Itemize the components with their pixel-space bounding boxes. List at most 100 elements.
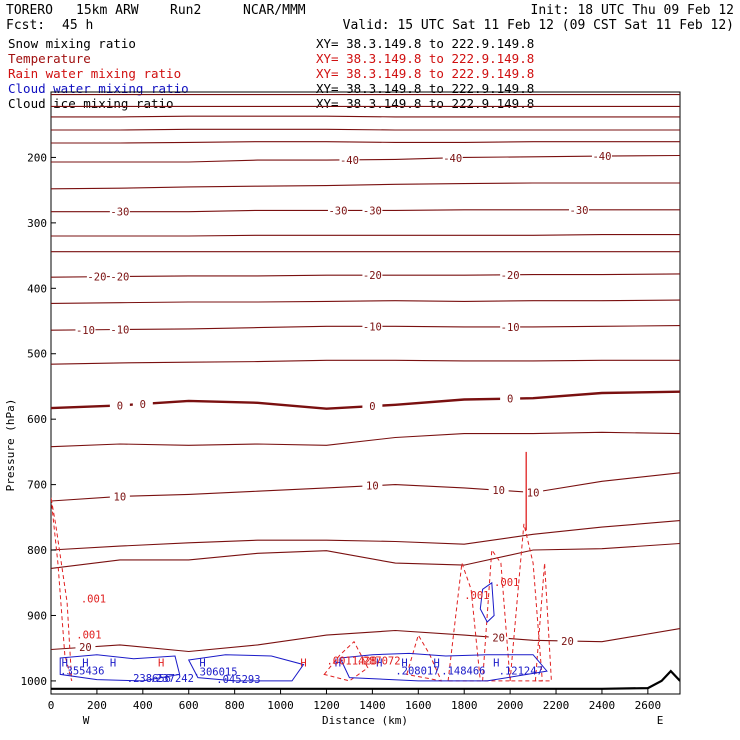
isotherm-label-bg	[362, 400, 383, 412]
isotherm-label-bg	[500, 320, 521, 332]
y-tick-label: 900	[27, 609, 47, 622]
isotherm-line	[51, 209, 680, 213]
fcst-hours: 45 h	[62, 18, 93, 33]
x-tick-label: 1800	[451, 699, 478, 712]
isotherm-label: 0	[369, 401, 375, 413]
contour-value-label: .355436	[60, 665, 104, 677]
contour-value-label: .121247	[499, 665, 543, 677]
isotherm-label-bg	[362, 204, 383, 216]
max-marker: H	[376, 658, 382, 670]
isotherm-line	[51, 325, 680, 331]
x-tick-label: 1400	[359, 699, 386, 712]
isotherm-label-bg	[109, 205, 130, 217]
isotherm-line	[51, 628, 680, 653]
max-marker: H	[82, 658, 88, 670]
y-tick-label: 600	[27, 413, 47, 426]
isotherm-label: -30	[363, 205, 382, 217]
isotherm-line	[51, 182, 680, 190]
x-tick-label: 2200	[543, 699, 570, 712]
rain-contour	[323, 640, 369, 682]
x-tick-label: 2600	[635, 699, 662, 712]
valid-time: Valid: 15 UTC Sat 11 Feb 12 (09 CST Sat …	[343, 18, 734, 33]
isotherm-label: -40	[592, 151, 611, 163]
isotherm-line	[51, 115, 680, 118]
legend-entry: Rain water mixing ratio	[8, 66, 181, 81]
isotherm-label-bg	[500, 392, 521, 404]
isotherm-label-bg	[109, 270, 130, 282]
isotherm-label-bg	[109, 490, 130, 502]
fcst-label: Fcst:	[6, 18, 45, 33]
run-label: Run2	[170, 3, 201, 18]
isotherm-line	[51, 431, 680, 448]
isotherm-label: -30	[110, 207, 129, 219]
isotherm-label: -20	[363, 270, 382, 282]
isotherm-label: -40	[443, 153, 462, 165]
contour-value-label: .001	[494, 577, 519, 589]
y-tick-label: 1000	[21, 675, 48, 688]
y-tick-label: 300	[27, 217, 47, 230]
isotherm-label-bg	[362, 269, 383, 281]
isotherm-line	[51, 520, 680, 551]
rain-contour	[482, 548, 511, 682]
max-marker: H	[158, 658, 164, 670]
isotherm-label: -10	[501, 322, 520, 334]
isotherm-line	[51, 472, 680, 502]
isotherm-label: -30	[328, 205, 347, 217]
isotherm-line	[51, 154, 680, 163]
legend-entry: Cloud ice mixing ratio	[8, 96, 174, 111]
isotherm-label-bg	[327, 204, 348, 216]
isotherm-label: 0	[117, 400, 123, 412]
isotherm-label-bg	[109, 323, 130, 335]
plot-area: -40 -40 -40 -30 -30 -30 -30 -20 -20 -20 -20 -10 -10 -…	[21, 91, 681, 712]
center-label: NCAR/MMM	[243, 3, 306, 18]
x-tick-label: 2400	[589, 699, 616, 712]
isotherm-label: 20	[561, 636, 574, 648]
isotherm-label: 20	[492, 633, 505, 645]
legend-xy: XY= 38.3.149.8 to 222.9.149.8	[316, 36, 534, 51]
y-tick-label: 700	[27, 479, 47, 492]
isotherm-label-bg	[591, 150, 612, 162]
legend-xy: XY= 38.3.149.8 to 222.9.149.8	[316, 66, 534, 81]
east-label: E	[657, 714, 664, 727]
legend-entry: Temperature	[8, 51, 91, 66]
max-marker: H	[493, 658, 499, 670]
x-tick-label: 800	[225, 699, 245, 712]
isotherm-label: -20	[501, 270, 520, 282]
legend-entry: Snow mixing ratio	[8, 36, 136, 51]
y-tick-label: 500	[27, 348, 47, 361]
max-marker: H	[335, 658, 341, 670]
isotherm-line	[51, 542, 680, 569]
isotherm-label-bg	[523, 486, 544, 498]
cloud-water-contour	[187, 654, 305, 682]
isotherm-label: 0	[140, 399, 146, 411]
isotherm-label: -10	[76, 325, 95, 337]
model-resolution: 15km ARW	[76, 3, 139, 18]
x-tick-label: 1200	[313, 699, 340, 712]
x-tick-label: 600	[179, 699, 199, 712]
west-label: W	[83, 714, 90, 727]
max-marker: H	[434, 658, 440, 670]
y-tick-label: 200	[27, 151, 47, 164]
isotherm-line	[51, 273, 680, 278]
legend-xy: XY= 38.3.149.8 to 222.9.149.8	[316, 81, 534, 96]
contour-value-label: .045293	[216, 674, 260, 686]
isotherm-label-bg	[488, 631, 509, 643]
max-marker: H	[110, 658, 116, 670]
legend: Snow mixing ratio XY= 38.3.149.8 to 222.9…	[8, 36, 534, 111]
contour-value-label: .0011428	[326, 656, 377, 668]
isotherm-line	[51, 390, 680, 410]
isotherm-label-bg	[362, 320, 383, 332]
cloud-water-contour	[339, 652, 548, 682]
isotherm-label-bg	[500, 268, 521, 280]
isotherm-label: -20	[87, 272, 106, 284]
contour-value-label: .001	[81, 593, 106, 605]
y-tick-label: 800	[27, 544, 47, 557]
contour-value-label: .001	[464, 590, 489, 602]
isotherm-label: -10	[110, 325, 129, 337]
isotherm-line	[51, 141, 680, 144]
init-time: Init: 18 UTC Thu 09 Feb 12	[531, 3, 735, 18]
contour-value-label: .287072	[356, 656, 400, 668]
isotherm-line	[51, 234, 680, 237]
y-tick-label: 400	[27, 282, 47, 295]
rain-contour	[509, 523, 543, 682]
